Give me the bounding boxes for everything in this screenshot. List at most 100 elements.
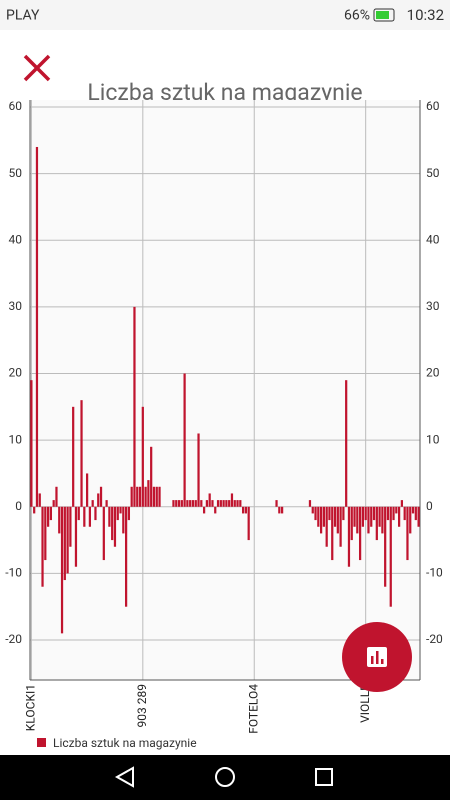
y-tick-label: -10 [5, 566, 22, 580]
y2-tick-label: 30 [426, 299, 440, 313]
bar [35, 146, 39, 507]
bar [233, 500, 236, 507]
bar [392, 506, 395, 521]
bar [417, 506, 420, 527]
bar [155, 486, 158, 507]
bar [325, 506, 328, 547]
bar [370, 506, 373, 527]
bar [395, 506, 398, 514]
bar [177, 500, 181, 507]
bar [55, 486, 58, 507]
bar [141, 406, 144, 507]
bar [94, 506, 97, 521]
bar [403, 506, 406, 521]
nav-back[interactable] [114, 766, 134, 788]
bar [46, 506, 50, 527]
y2-tick-label: -20 [426, 632, 443, 646]
bar [33, 506, 36, 514]
bar [136, 486, 139, 507]
plot-background [30, 100, 420, 680]
bar [230, 493, 234, 507]
bar [345, 380, 348, 507]
bar [314, 506, 317, 521]
bar [189, 500, 192, 507]
x-tick-label: 903 289 [135, 684, 149, 727]
y2-tick-label: -10 [426, 566, 443, 580]
bar [191, 500, 195, 507]
bar [241, 506, 245, 514]
bar [150, 446, 153, 507]
bar [397, 506, 401, 527]
bar [208, 493, 211, 507]
bar [38, 493, 41, 507]
bar [211, 500, 214, 507]
bar [275, 500, 278, 507]
bar [367, 506, 370, 534]
bar [52, 500, 55, 507]
bar [322, 506, 326, 527]
fab-button[interactable] [342, 622, 412, 692]
bar [342, 506, 345, 521]
bar [409, 506, 412, 534]
y-tick-label: 60 [9, 99, 23, 113]
y-tick-label: 0 [15, 499, 22, 513]
bar [247, 506, 250, 541]
bar [361, 506, 365, 527]
bar [99, 486, 103, 507]
bar [111, 506, 114, 541]
legend-label: Liczba sztuk na magazynie [53, 736, 197, 750]
nav-recent[interactable] [315, 768, 333, 786]
bar [347, 506, 351, 567]
bar [58, 506, 61, 534]
bar [105, 500, 108, 507]
bar [375, 506, 378, 541]
bar [66, 506, 69, 574]
bar [85, 473, 89, 507]
bar [319, 506, 323, 534]
bar [102, 506, 105, 561]
bar [74, 506, 78, 567]
bar [83, 506, 86, 527]
carrier: PLAY [6, 8, 40, 24]
bar [80, 400, 83, 507]
bar [214, 506, 217, 514]
bar [280, 506, 284, 514]
bar [158, 486, 161, 507]
y-tick-label: 50 [9, 166, 23, 180]
bar [77, 506, 80, 521]
bar [91, 500, 94, 507]
bar [97, 493, 100, 507]
bar [202, 506, 206, 514]
bar [328, 506, 331, 521]
y2-tick-label: 50 [426, 166, 440, 180]
bar [60, 506, 64, 634]
bar [69, 506, 72, 547]
bar [386, 506, 390, 521]
bar [308, 500, 312, 507]
battery-icon [373, 8, 395, 22]
y2-tick-label: 60 [426, 99, 440, 113]
bar [384, 506, 387, 587]
bar [186, 500, 189, 507]
close-button[interactable] [23, 54, 51, 82]
bar [378, 506, 381, 527]
bar [205, 500, 209, 507]
bar [239, 500, 242, 507]
bar [152, 486, 156, 507]
nav-home[interactable] [215, 767, 235, 787]
battery-fill [376, 11, 389, 19]
bar [130, 486, 133, 507]
bar [311, 506, 314, 514]
y-tick-label: 20 [9, 366, 23, 380]
status-bar [0, 0, 450, 30]
y-tick-label: -20 [5, 632, 22, 646]
bar [216, 500, 220, 507]
bar [180, 500, 183, 507]
bar [356, 506, 359, 534]
bar [108, 506, 111, 527]
bar [400, 500, 404, 507]
x-tick-label: FOTELO4 [246, 684, 260, 734]
bar [144, 486, 147, 507]
bar [222, 500, 225, 507]
